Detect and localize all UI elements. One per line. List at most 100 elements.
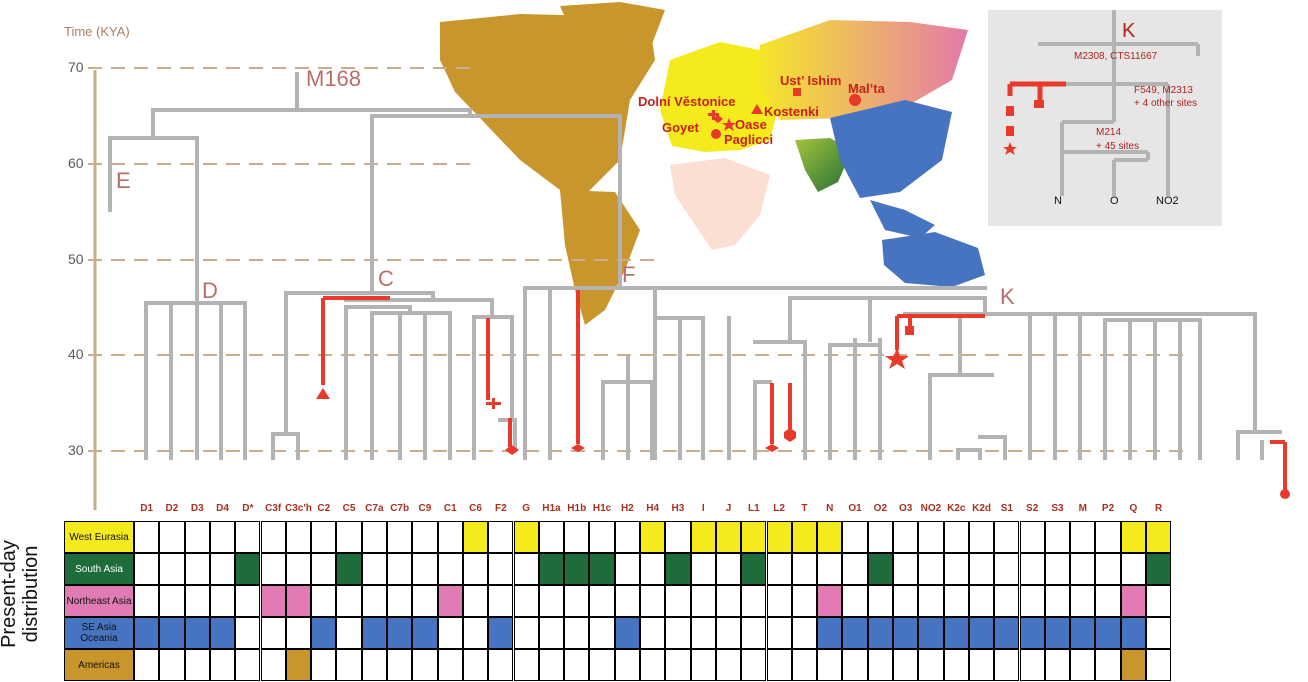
distribution-cell bbox=[260, 585, 286, 617]
haplogroup-label: H3 bbox=[671, 503, 685, 514]
region-label: South Asia bbox=[64, 553, 134, 585]
distribution-cell bbox=[943, 585, 969, 617]
distribution-cell bbox=[766, 617, 792, 649]
distribution-cell bbox=[893, 585, 919, 617]
k-detail-inset: K M2308, CTS11667 F549, M2313 + 4 other … bbox=[988, 10, 1222, 226]
haplogroup-label: K2d bbox=[972, 503, 991, 514]
distribution-cell bbox=[968, 617, 995, 649]
distribution-cell bbox=[209, 585, 236, 617]
distribution-cell bbox=[134, 649, 160, 681]
distribution-cell bbox=[994, 553, 1020, 585]
haplogroup-label: C3c'h bbox=[285, 503, 312, 514]
distribution-cell bbox=[640, 521, 666, 553]
inset-leaf-no2: NO2 bbox=[1156, 195, 1179, 207]
distribution-cell bbox=[387, 649, 413, 681]
distribution-cell bbox=[159, 649, 185, 681]
distribution-cell bbox=[159, 521, 185, 553]
distribution-cell bbox=[1019, 649, 1045, 681]
malta-marker bbox=[1280, 489, 1290, 499]
distribution-cell bbox=[842, 649, 868, 681]
world-map bbox=[440, 2, 985, 325]
haplogroup-label: L2 bbox=[773, 503, 785, 514]
distribution-cell bbox=[943, 649, 969, 681]
distribution-cell bbox=[791, 521, 818, 553]
greenland-shape bbox=[560, 2, 665, 58]
distribution-cell bbox=[564, 585, 590, 617]
distribution-cell bbox=[766, 553, 792, 585]
goyet-marker-3 bbox=[765, 444, 779, 452]
distribution-cell bbox=[893, 521, 919, 553]
distribution-cell bbox=[412, 553, 438, 585]
distribution-cell bbox=[488, 617, 514, 649]
distribution-cell bbox=[614, 649, 640, 681]
distribution-cell bbox=[437, 649, 463, 681]
distribution-cell bbox=[791, 553, 818, 585]
southeast-asia-shape bbox=[870, 200, 935, 238]
distribution-cell bbox=[412, 585, 438, 617]
distribution-cell bbox=[1120, 585, 1146, 617]
north-america-shape bbox=[440, 14, 655, 195]
distribution-cell bbox=[159, 553, 185, 585]
distribution-cell bbox=[538, 617, 565, 649]
haplogroup-label: N bbox=[826, 503, 834, 514]
distribution-cell bbox=[412, 521, 438, 553]
distribution-cell bbox=[488, 649, 514, 681]
distribution-cell bbox=[741, 649, 767, 681]
distribution-cell bbox=[968, 649, 995, 681]
goyet-marker-2 bbox=[571, 444, 585, 452]
haplogroup-label: D3 bbox=[190, 503, 204, 514]
distribution-title-line-1: Present-day bbox=[0, 540, 20, 648]
tick-label-70: 70 bbox=[68, 59, 84, 75]
dolni-vestonice-marker bbox=[486, 398, 501, 409]
distribution-cell bbox=[640, 617, 666, 649]
haplogroup-label: O1 bbox=[848, 503, 862, 514]
distribution-cell bbox=[1095, 649, 1121, 681]
east-asia-shape bbox=[830, 100, 952, 198]
distribution-cell bbox=[817, 617, 843, 649]
europe-shape bbox=[660, 42, 780, 152]
haplogroup-label: H1b bbox=[567, 503, 587, 514]
distribution-cell bbox=[184, 649, 210, 681]
distribution-cell bbox=[994, 521, 1020, 553]
distribution-cell bbox=[1095, 553, 1121, 585]
distribution-cell bbox=[867, 649, 893, 681]
goyet-marker bbox=[505, 445, 519, 455]
inset-tree bbox=[1003, 10, 1200, 196]
distribution-cell bbox=[665, 585, 691, 617]
tree-branches bbox=[108, 72, 1282, 460]
haplogroup-label: R bbox=[1155, 503, 1163, 514]
distribution-cell bbox=[209, 553, 236, 585]
distribution-cell bbox=[1044, 617, 1071, 649]
haplogroup-label: L1 bbox=[748, 503, 760, 514]
distribution-cell bbox=[134, 521, 160, 553]
distribution-cell bbox=[1019, 585, 1045, 617]
distribution-cell bbox=[462, 585, 489, 617]
haplogroup-label: F2 bbox=[495, 503, 507, 514]
haplogroup-label: H2 bbox=[620, 503, 634, 514]
distribution-cell bbox=[1019, 553, 1045, 585]
distribution-cell bbox=[311, 585, 337, 617]
distribution-cell bbox=[665, 649, 691, 681]
distribution-cell bbox=[462, 553, 489, 585]
distribution-cell bbox=[488, 585, 514, 617]
distribution-cell bbox=[1146, 553, 1172, 585]
distribution-cell bbox=[513, 649, 539, 681]
distribution-cell bbox=[893, 553, 919, 585]
distribution-cell bbox=[387, 553, 413, 585]
tick-label-60: 60 bbox=[68, 155, 84, 171]
distribution-cell bbox=[741, 521, 767, 553]
inset-snp-2a: F549, M2313 bbox=[1134, 85, 1193, 96]
distribution-cell bbox=[1120, 521, 1146, 553]
distribution-cell bbox=[665, 617, 691, 649]
distribution-cell bbox=[437, 553, 463, 585]
distribution-cell bbox=[336, 649, 362, 681]
distribution-cell bbox=[766, 521, 792, 553]
distribution-cell bbox=[842, 617, 868, 649]
distribution-cell bbox=[1095, 617, 1121, 649]
haplogroup-label: O3 bbox=[898, 503, 913, 514]
distribution-cell bbox=[361, 617, 387, 649]
distribution-cell bbox=[943, 521, 969, 553]
distribution-cell bbox=[184, 617, 210, 649]
paglicci-marker bbox=[784, 428, 796, 442]
ancient-sample-branches bbox=[321, 290, 1287, 490]
